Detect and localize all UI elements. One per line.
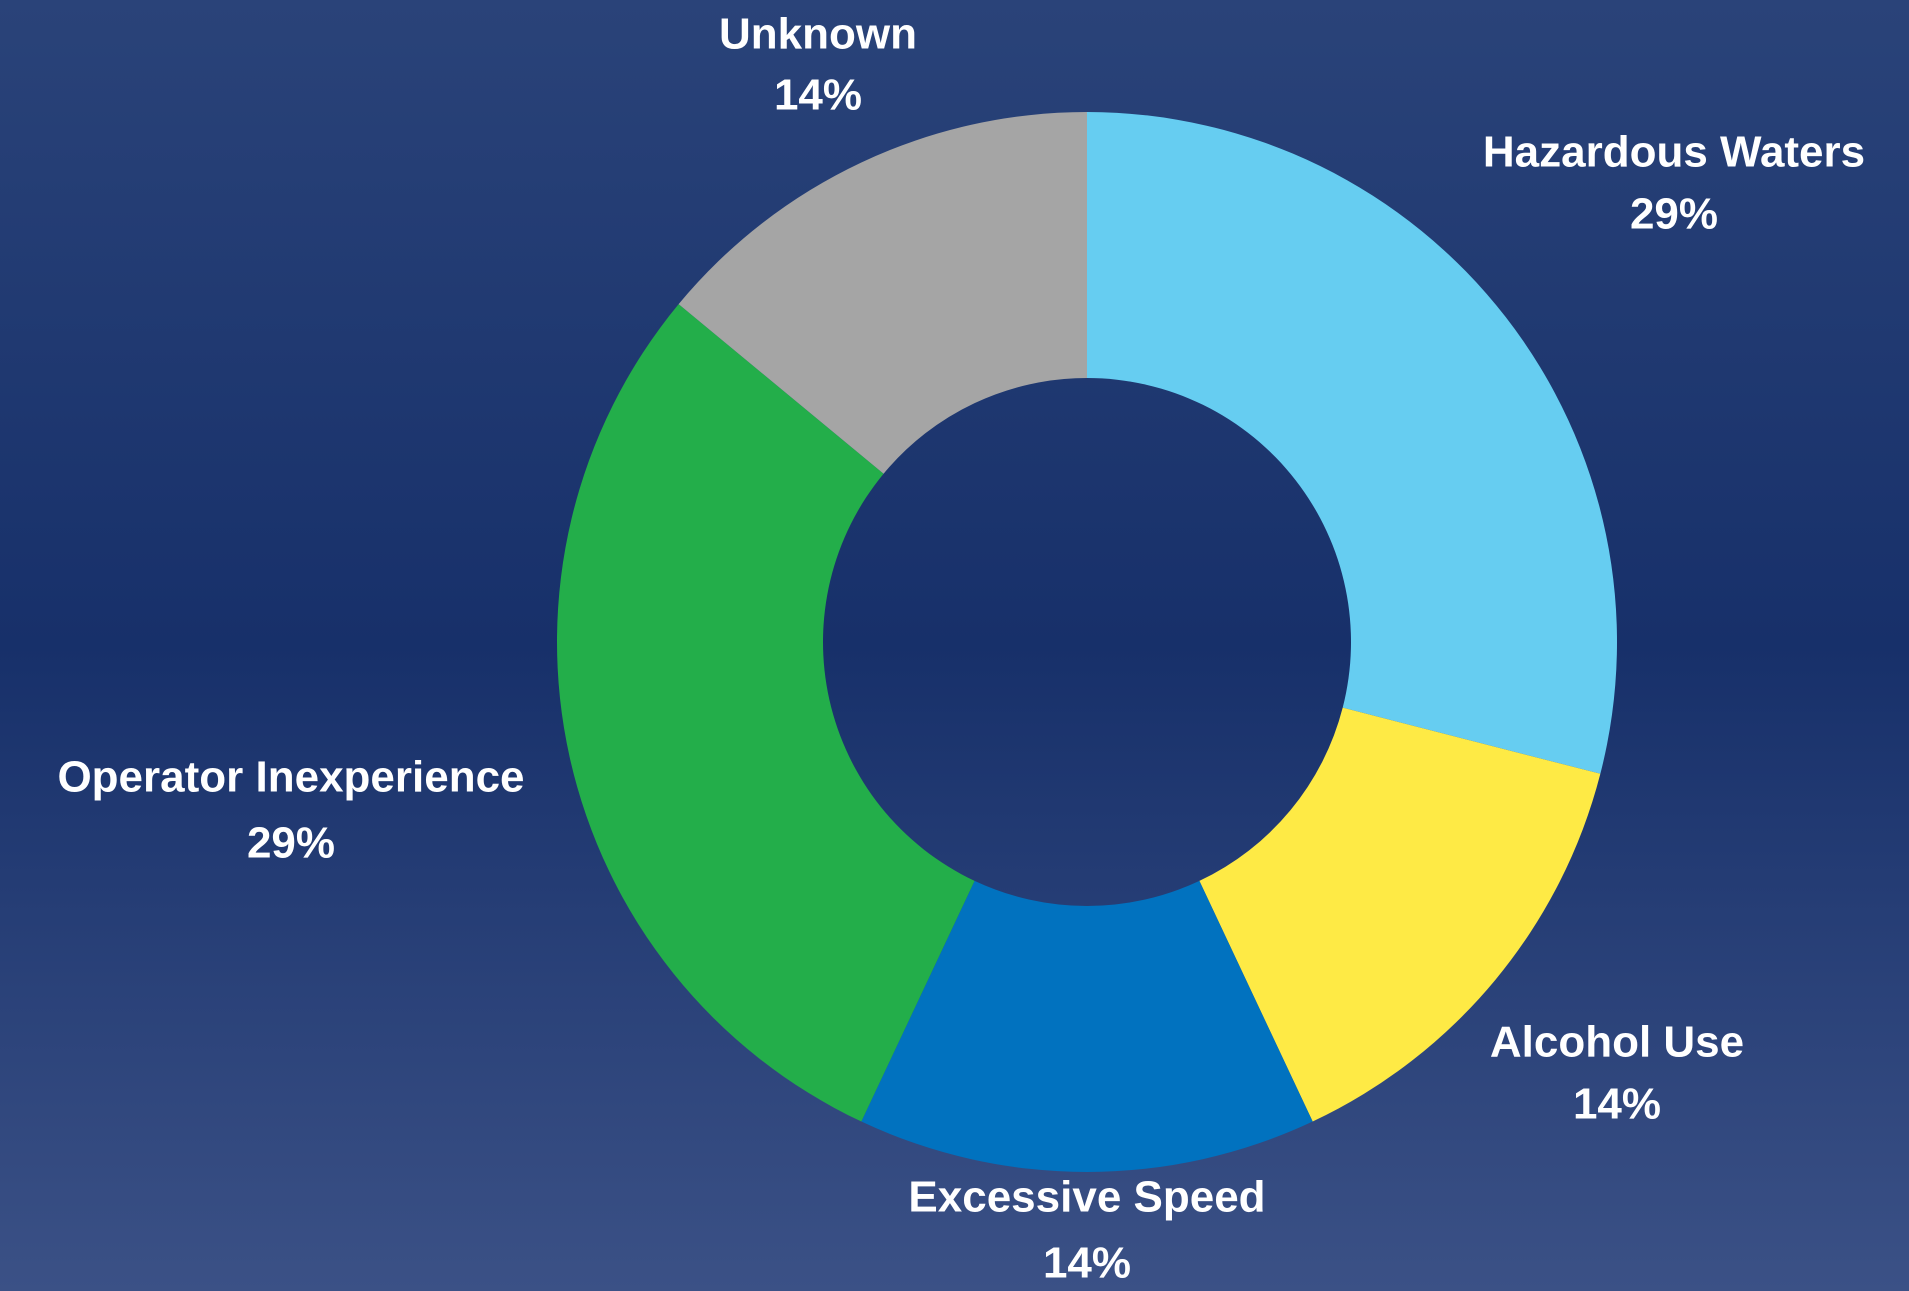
- value-label: 14%: [774, 71, 862, 120]
- value-label: 14%: [1573, 1080, 1661, 1129]
- category-label: Unknown: [719, 10, 917, 59]
- value-label: 29%: [247, 819, 335, 868]
- donut-segment: [861, 880, 1313, 1172]
- plot: Hazardous Waters 29% Alcohol Use 14% Excessi…: [57, 10, 1865, 1288]
- donut-segment: [1199, 707, 1601, 1122]
- donut-segment: [556, 304, 975, 1122]
- category-label: Operator Inexperience: [57, 753, 524, 802]
- value-label: 29%: [1630, 190, 1718, 239]
- category-label: Excessive Speed: [908, 1173, 1265, 1222]
- value-label: 14%: [1043, 1239, 1131, 1288]
- donut-segment: [1087, 112, 1617, 774]
- donut-segment: [678, 112, 1087, 474]
- category-label: Alcohol Use: [1490, 1018, 1744, 1067]
- category-label: Hazardous Waters: [1483, 128, 1865, 177]
